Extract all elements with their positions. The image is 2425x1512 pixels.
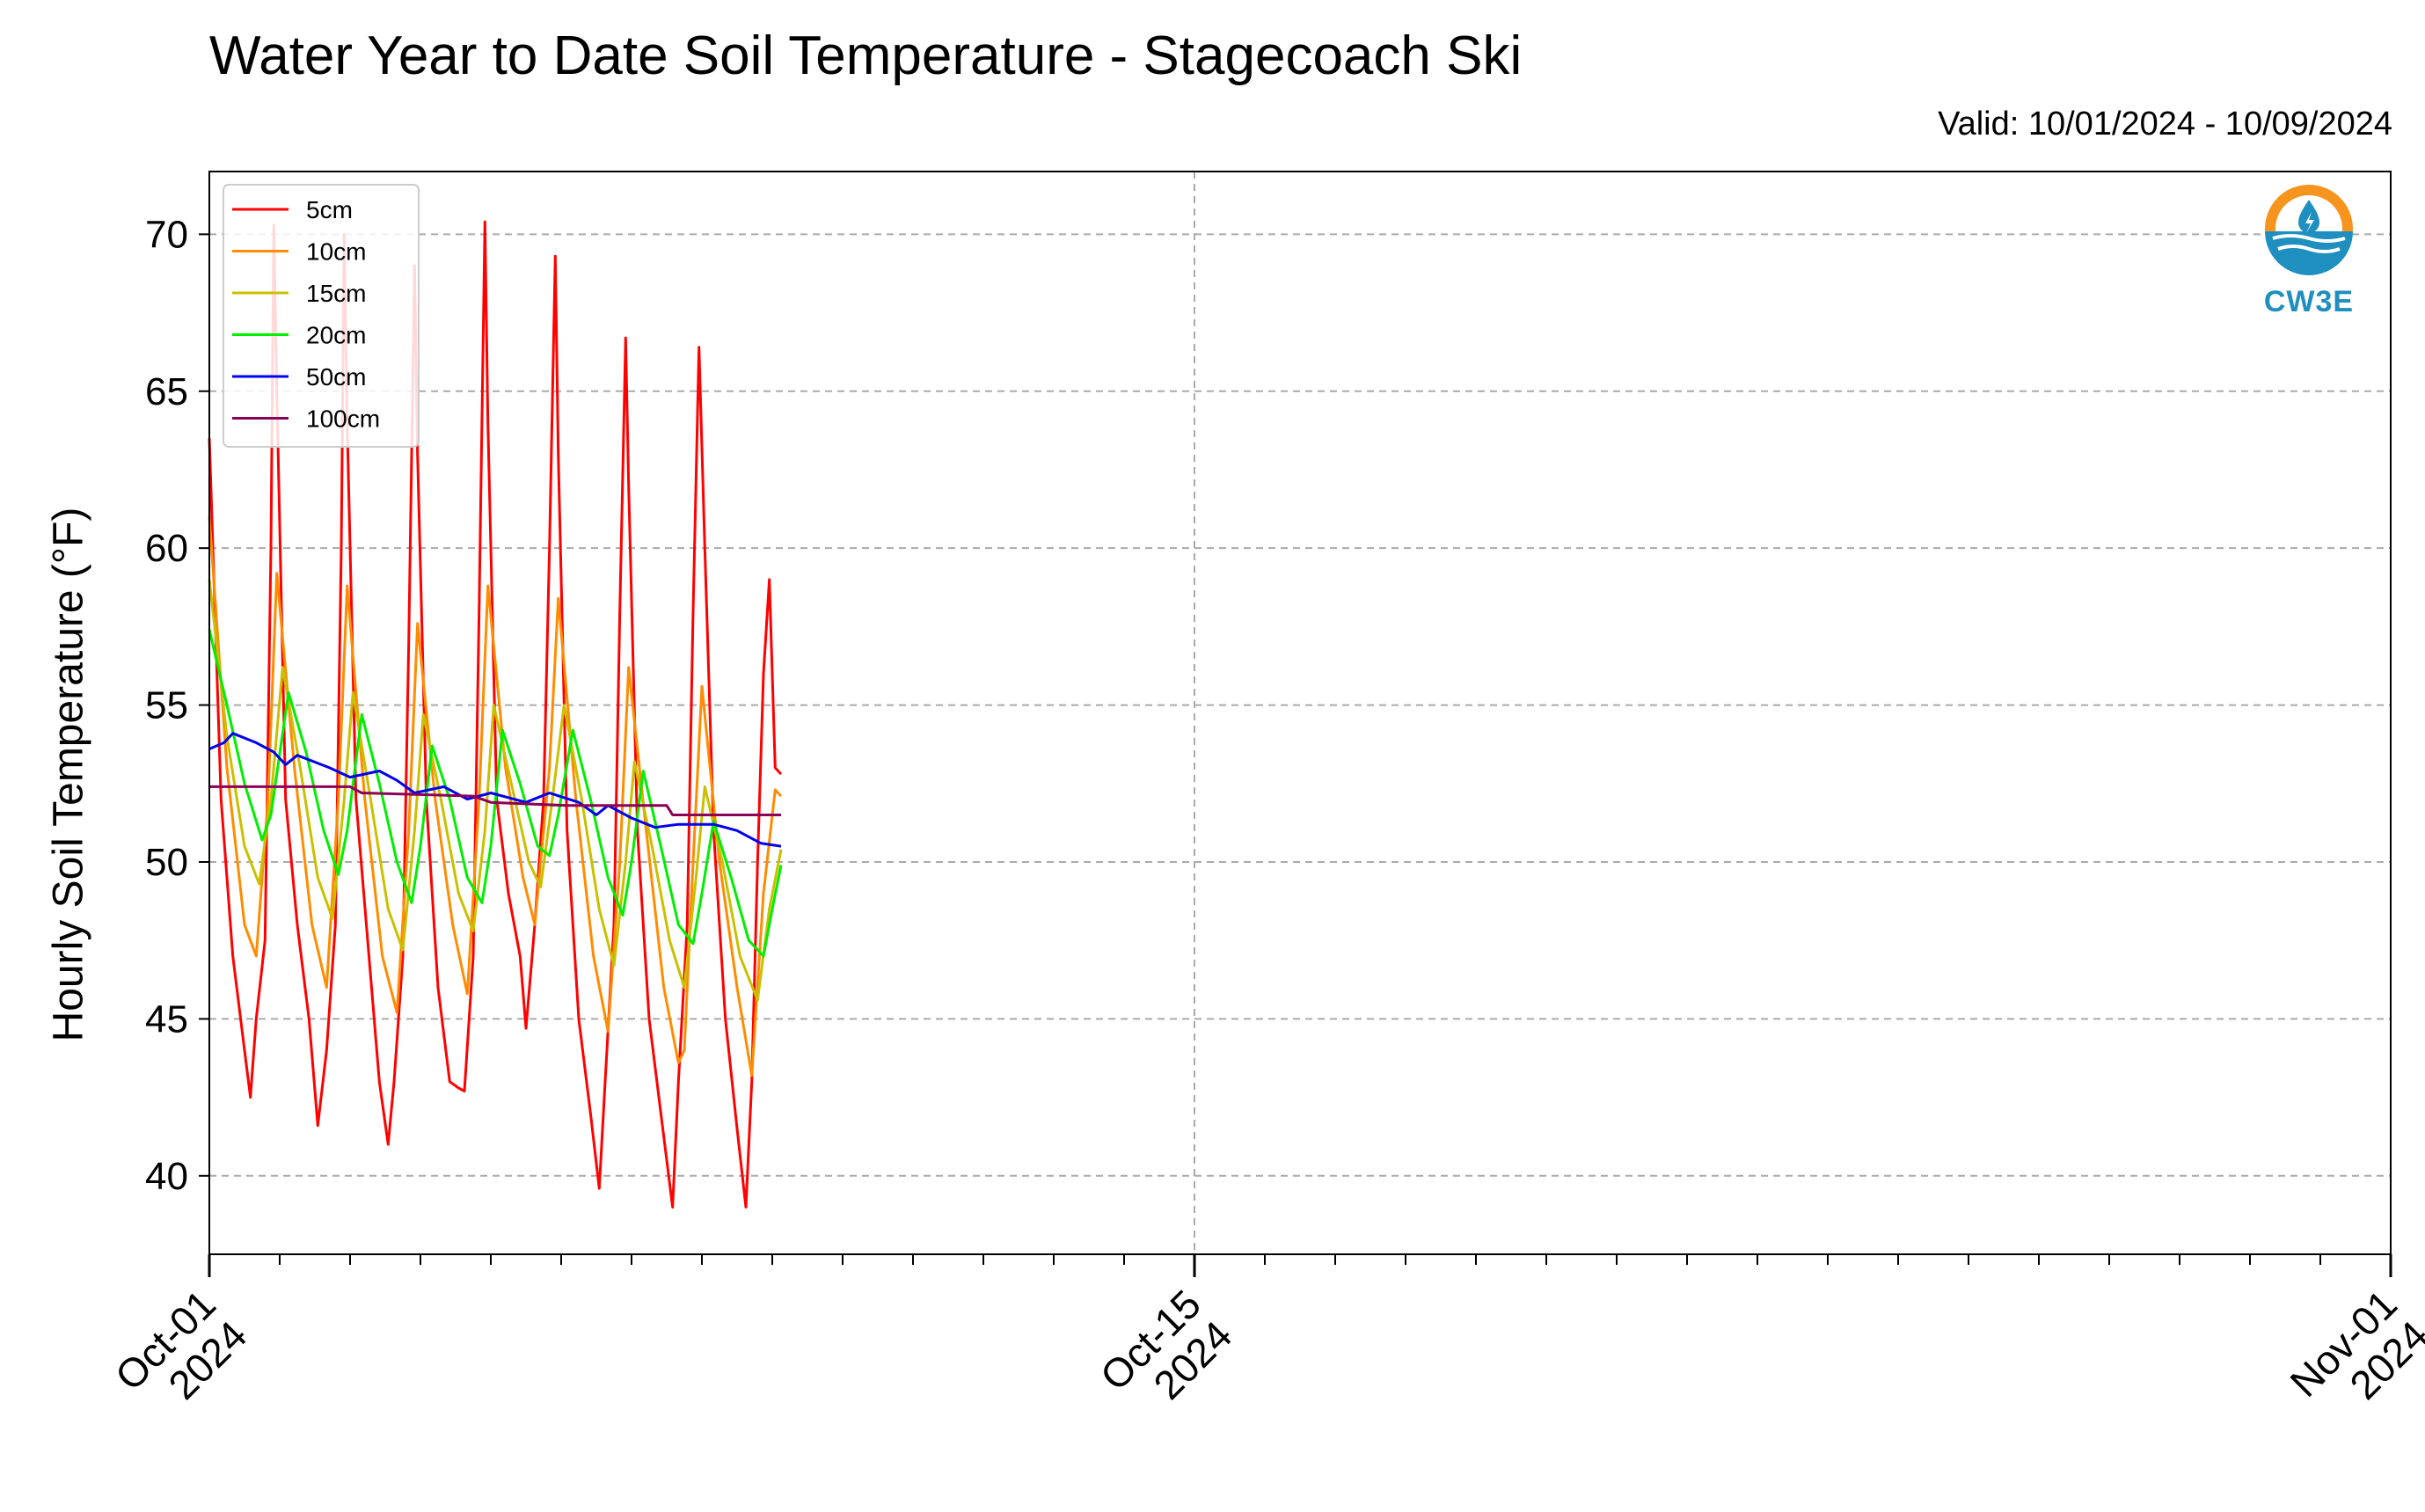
y-tick-label: 60 [145, 527, 188, 570]
y-tick-label: 50 [145, 841, 188, 884]
legend-label: 100cm [306, 405, 380, 433]
x-tick-label: Oct-012024 [106, 1281, 256, 1430]
y-tick-label: 45 [145, 997, 188, 1041]
legend: 5cm 10cm 15cm 20cm 50cm 100cm [223, 184, 420, 448]
plot-frame [208, 171, 2392, 1255]
logo-text: CW3E [2263, 285, 2355, 318]
axes: 40 45 50 55 60 65 70 Oct-012024 Oct-152024 Nov-01… [106, 213, 2425, 1436]
y-tick-label: 40 [145, 1155, 188, 1198]
cw3e-logo: CW3E [2256, 180, 2362, 319]
y-tick-label: 65 [145, 370, 188, 413]
grid-lines [208, 172, 2392, 1254]
legend-label: 20cm [306, 322, 366, 349]
x-tick-label: Oct-152024 [1092, 1281, 1241, 1430]
series-line-100cm [209, 785, 781, 816]
legend-label: 10cm [306, 238, 366, 266]
x-tick-label: Nov-012024 [2281, 1281, 2425, 1436]
water-drop-logo-icon [2265, 185, 2353, 275]
legend-label: 5cm [306, 196, 353, 223]
legend-label: 15cm [306, 280, 366, 307]
series-line-5cm [208, 220, 783, 1209]
chart-title: Water Year to Date Soil Temperature - St… [209, 26, 1523, 86]
y-tick-label: 70 [145, 213, 188, 256]
y-tick-label: 55 [145, 684, 188, 727]
series-line-20cm [208, 629, 783, 958]
legend-label: 50cm [306, 363, 366, 391]
valid-date-range: Valid: 10/01/2024 - 10/09/2024 [1938, 106, 2392, 142]
series-lines [208, 220, 783, 1209]
series-line-15cm [208, 579, 783, 1002]
series-line-10cm [208, 516, 783, 1077]
series-line-50cm [208, 732, 782, 848]
